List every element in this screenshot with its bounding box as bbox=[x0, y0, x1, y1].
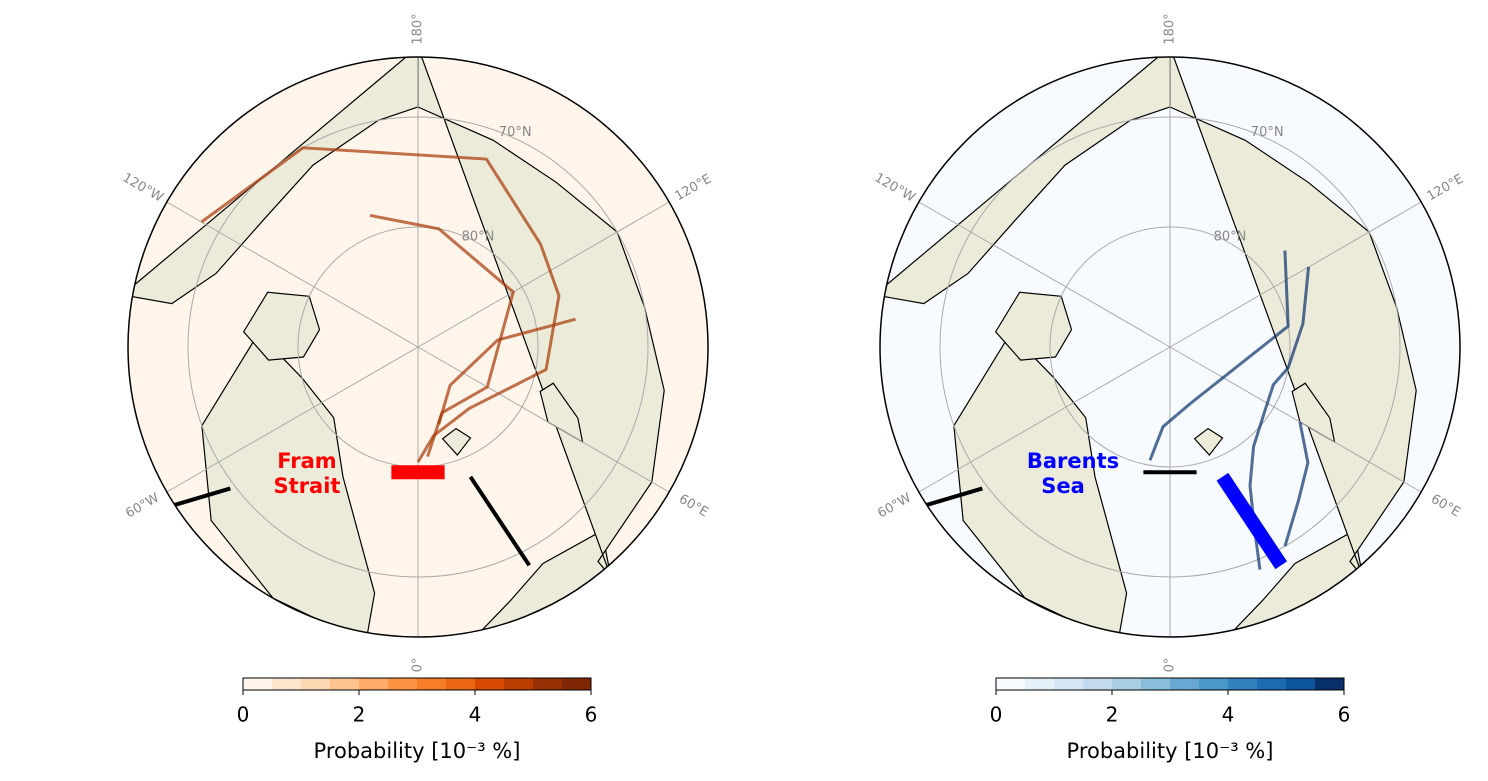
lon-label: 180° bbox=[1163, 13, 1178, 44]
flow-path bbox=[200, 146, 561, 463]
lat-label: 80°N bbox=[1214, 230, 1247, 245]
colorbar-segment bbox=[446, 678, 476, 690]
lat-label: 80°N bbox=[462, 230, 495, 245]
colorbar-segment bbox=[533, 678, 563, 690]
colorbar-segment bbox=[996, 678, 1026, 690]
lon-label: 120°W bbox=[120, 170, 166, 205]
colorbar-segment bbox=[1054, 678, 1084, 690]
meridian bbox=[417, 201, 670, 348]
lon-label: 120°E bbox=[1425, 172, 1467, 205]
lon-label: 120°E bbox=[673, 172, 715, 205]
region-label: Fram bbox=[277, 449, 336, 473]
colorbar-segment bbox=[504, 678, 534, 690]
colorbar-segment bbox=[1199, 678, 1229, 690]
colorbar-label: Probability [10⁻³ %] bbox=[1067, 739, 1274, 763]
map-body bbox=[880, 57, 1460, 637]
colorbar-tick-label: 6 bbox=[1338, 703, 1351, 727]
colorbar-segment bbox=[1257, 678, 1287, 690]
map-panel: 180° 120°E 60°E 0° 60°W 120°W 70°N 80°N BarentsS… bbox=[872, 13, 1467, 763]
flow-path bbox=[1283, 421, 1310, 547]
meridian bbox=[1169, 201, 1422, 348]
gate bbox=[1216, 472, 1288, 570]
region-label: Barents bbox=[1027, 449, 1119, 473]
colorbar-tick-label: 2 bbox=[1106, 703, 1119, 727]
map-panel: 180° 120°E 60°E 0° 60°W 120°W 70°N 80°N FramStra… bbox=[120, 13, 715, 763]
region-label: Sea bbox=[1041, 474, 1085, 498]
region-label: Strait bbox=[274, 474, 341, 498]
land bbox=[441, 427, 472, 457]
gate bbox=[468, 475, 531, 567]
colorbar-segment bbox=[1083, 678, 1113, 690]
colorbar-segment bbox=[301, 678, 331, 690]
meridian bbox=[918, 346, 1171, 493]
colorbar-frame bbox=[995, 677, 1345, 691]
colorbar-segment bbox=[475, 678, 505, 690]
colorbar-segment bbox=[1112, 678, 1142, 690]
colorbar-tick-label: 0 bbox=[990, 703, 1003, 727]
colorbar-tick-label: 4 bbox=[1222, 703, 1235, 727]
map-body bbox=[128, 57, 708, 637]
lon-label: 60°W bbox=[123, 490, 162, 521]
colorbar-segment bbox=[359, 678, 389, 690]
map-border bbox=[879, 56, 1461, 638]
lon-label: 60°E bbox=[676, 492, 711, 521]
lon-label: 0° bbox=[411, 658, 426, 673]
colorbar-label: Probability [10⁻³ %] bbox=[314, 739, 521, 763]
flow-path bbox=[437, 317, 576, 425]
land bbox=[1193, 427, 1224, 457]
gate bbox=[174, 486, 231, 507]
colorbar-segment bbox=[562, 678, 592, 690]
lon-label: 0° bbox=[1163, 658, 1178, 673]
colorbar-segment bbox=[1228, 678, 1258, 690]
lat-label: 70°N bbox=[1251, 125, 1284, 140]
colorbar-tick-label: 4 bbox=[469, 703, 482, 727]
meridian bbox=[166, 346, 419, 493]
colorbar-segment bbox=[388, 678, 418, 690]
colorbar-tick-label: 6 bbox=[585, 703, 598, 727]
colorbar-tick-label: 0 bbox=[237, 703, 250, 727]
colorbar-segment bbox=[1170, 678, 1200, 690]
land bbox=[417, 57, 665, 578]
colorbar-segment bbox=[330, 678, 360, 690]
colorbar-frame bbox=[242, 677, 592, 691]
map-border bbox=[127, 56, 709, 638]
colorbar-segment bbox=[1141, 678, 1171, 690]
colorbar-segment bbox=[417, 678, 447, 690]
colorbar-segment bbox=[272, 678, 302, 690]
meridian bbox=[918, 201, 1171, 348]
land bbox=[242, 291, 321, 361]
colorbar-segment bbox=[1286, 678, 1316, 690]
lon-label: 60°E bbox=[1428, 492, 1463, 521]
flow-path bbox=[1148, 250, 1290, 461]
lon-label: 120°W bbox=[872, 170, 918, 205]
colorbar-tick-label: 2 bbox=[353, 703, 366, 727]
colorbar-segment bbox=[1315, 678, 1345, 690]
lon-label: 180° bbox=[411, 13, 426, 44]
lon-label: 60°W bbox=[875, 490, 914, 521]
meridian bbox=[417, 346, 670, 493]
gate bbox=[926, 486, 983, 507]
lat-label: 70°N bbox=[499, 125, 532, 140]
meridian bbox=[1169, 346, 1422, 493]
land bbox=[994, 291, 1073, 361]
meridian bbox=[166, 201, 419, 348]
colorbar-segment bbox=[1025, 678, 1055, 690]
colorbar-segment bbox=[243, 678, 273, 690]
land bbox=[1169, 57, 1417, 578]
